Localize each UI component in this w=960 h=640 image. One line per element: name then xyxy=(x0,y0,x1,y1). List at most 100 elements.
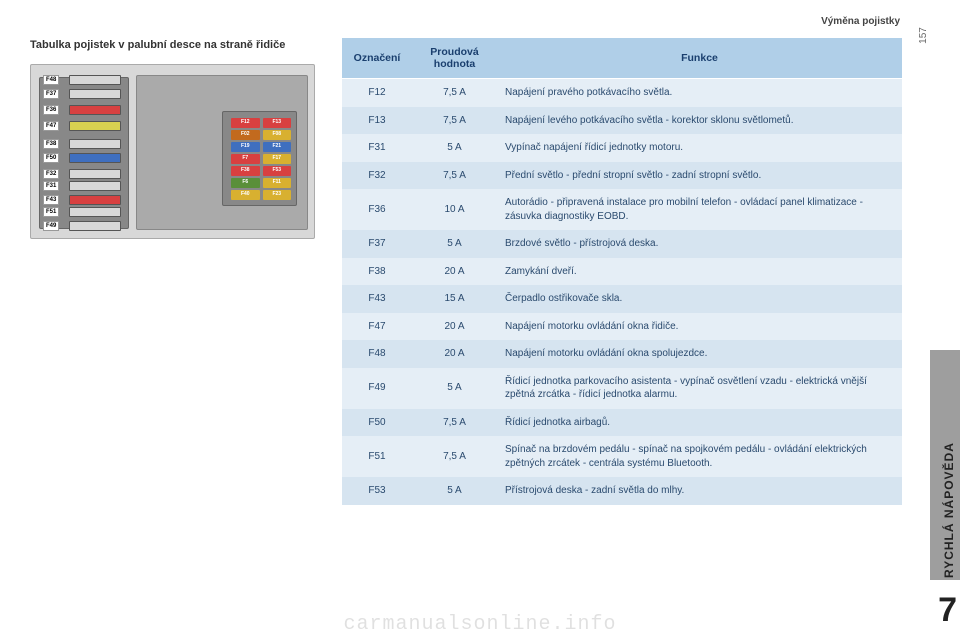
fusebox-right-panel: F12F13F02F08F19F21F7F17F38F53F6F11F40F23 xyxy=(136,75,308,230)
fuse-table: Označení Proudová hodnota Funkce F127,5 … xyxy=(342,38,902,505)
cell-fuse-id: F49 xyxy=(342,368,412,409)
cell-fuse-id: F51 xyxy=(342,436,412,477)
page-number: 157 xyxy=(918,27,929,44)
cell-fuse-rating: 20 A xyxy=(412,258,497,286)
cell-fuse-id: F43 xyxy=(342,285,412,313)
fuse-pair: F12F13 xyxy=(231,118,291,128)
col-header-function: Funkce xyxy=(497,38,902,79)
fuse-cell: F21 xyxy=(263,142,292,152)
cell-fuse-rating: 20 A xyxy=(412,313,497,341)
cell-fuse-function: Spínač na brzdovém pedálu - spínač na sp… xyxy=(497,436,902,477)
fuse-pair: F7F17 xyxy=(231,154,291,164)
cell-fuse-id: F13 xyxy=(342,107,412,135)
fuse-pair: F38F53 xyxy=(231,166,291,176)
fuse-cell: F19 xyxy=(231,142,260,152)
side-tab-text: RYCHLÁ NÁPOVĚDA xyxy=(942,353,956,578)
table-row: F327,5 APřední světlo - přední stropní s… xyxy=(342,162,902,190)
cell-fuse-function: Brzdové světlo - přístrojová deska. xyxy=(497,230,902,258)
cell-fuse-rating: 10 A xyxy=(412,189,497,230)
col-header-id: Označení xyxy=(342,38,412,79)
fuse-cell: F23 xyxy=(263,190,292,200)
fuse-cell: F08 xyxy=(263,130,292,140)
fuse-label: F36 xyxy=(43,105,59,115)
fuse-bar xyxy=(69,181,121,191)
page: Výměna pojistky 157 Tabulka pojistek v p… xyxy=(0,0,960,640)
table-row: F127,5 ANapájení pravého potkávacího svě… xyxy=(342,79,902,107)
cell-fuse-function: Řídicí jednotka airbagů. xyxy=(497,409,902,437)
cell-fuse-function: Napájení motorku ovládání okna spolujezd… xyxy=(497,340,902,368)
cell-fuse-rating: 7,5 A xyxy=(412,79,497,107)
fuse-cell: F11 xyxy=(263,178,292,188)
table-row: F375 ABrzdové světlo - přístrojová deska… xyxy=(342,230,902,258)
fuse-label: F51 xyxy=(43,207,59,217)
table-body: F127,5 ANapájení pravého potkávacího svě… xyxy=(342,79,902,505)
fuse-label: F49 xyxy=(43,221,59,231)
cell-fuse-id: F50 xyxy=(342,409,412,437)
cell-fuse-id: F36 xyxy=(342,189,412,230)
fuse-bar xyxy=(69,105,121,115)
cell-fuse-rating: 7,5 A xyxy=(412,409,497,437)
table-row: F4720 ANapájení motorku ovládání okna ři… xyxy=(342,313,902,341)
cell-fuse-rating: 20 A xyxy=(412,340,497,368)
cell-fuse-rating: 7,5 A xyxy=(412,162,497,190)
table-row: F137,5 ANapájení levého potkávacího svět… xyxy=(342,107,902,135)
cell-fuse-id: F12 xyxy=(342,79,412,107)
table-row: F3820 AZamykání dveří. xyxy=(342,258,902,286)
fuse-bar xyxy=(69,139,121,149)
table-row: F507,5 AŘídicí jednotka airbagů. xyxy=(342,409,902,437)
cell-fuse-function: Řídicí jednotka parkovacího asistenta - … xyxy=(497,368,902,409)
table-row: F517,5 ASpínač na brzdovém pedálu - spín… xyxy=(342,436,902,477)
cell-fuse-id: F32 xyxy=(342,162,412,190)
table-header-row: Označení Proudová hodnota Funkce xyxy=(342,38,902,79)
cell-fuse-id: F47 xyxy=(342,313,412,341)
cell-fuse-rating: 5 A xyxy=(412,368,497,409)
fuse-label: F50 xyxy=(43,153,59,163)
fuse-bar xyxy=(69,195,121,205)
fuse-label: F48 xyxy=(43,75,59,85)
fuse-pair: F02F08 xyxy=(231,130,291,140)
fuse-cell: F6 xyxy=(231,178,260,188)
fuse-bar xyxy=(69,169,121,179)
cell-fuse-rating: 15 A xyxy=(412,285,497,313)
cell-fuse-id: F31 xyxy=(342,134,412,162)
watermark: carmanualsonline.info xyxy=(343,613,616,636)
fuse-label: F43 xyxy=(43,195,59,205)
table-row: F4820 ANapájení motorku ovládání okna sp… xyxy=(342,340,902,368)
cell-fuse-id: F38 xyxy=(342,258,412,286)
cell-fuse-function: Zamykání dveří. xyxy=(497,258,902,286)
fuse-label: F38 xyxy=(43,139,59,149)
fuse-bar xyxy=(69,207,121,217)
fuse-bar xyxy=(69,221,121,231)
table-row: F315 AVypínač napájení řídicí jednotky m… xyxy=(342,134,902,162)
fusebox-inner-block: F12F13F02F08F19F21F7F17F38F53F6F11F40F23 xyxy=(222,111,297,206)
cell-fuse-rating: 5 A xyxy=(412,230,497,258)
fuse-cell: F02 xyxy=(231,130,260,140)
fuse-label: F37 xyxy=(43,89,59,99)
fuse-label: F47 xyxy=(43,121,59,131)
chapter-number: 7 xyxy=(938,591,957,630)
cell-fuse-rating: 7,5 A xyxy=(412,436,497,477)
cell-fuse-id: F53 xyxy=(342,477,412,505)
cell-fuse-id: F48 xyxy=(342,340,412,368)
fuse-cell: F7 xyxy=(231,154,260,164)
fuse-pair: F40F23 xyxy=(231,190,291,200)
fuse-pair: F6F11 xyxy=(231,178,291,188)
fuse-bar xyxy=(69,121,121,131)
fuse-label: F31 xyxy=(43,181,59,191)
fuse-cell: F53 xyxy=(263,166,292,176)
fuse-cell: F38 xyxy=(231,166,260,176)
cell-fuse-function: Autorádio - připravená instalace pro mob… xyxy=(497,189,902,230)
cell-fuse-function: Napájení motorku ovládání okna řidiče. xyxy=(497,313,902,341)
fuse-bar xyxy=(69,153,121,163)
cell-fuse-function: Napájení levého potkávacího světla - kor… xyxy=(497,107,902,135)
fuse-cell: F12 xyxy=(231,118,260,128)
cell-fuse-id: F37 xyxy=(342,230,412,258)
section-title: Výměna pojistky xyxy=(821,16,900,27)
cell-fuse-function: Napájení pravého potkávacího světla. xyxy=(497,79,902,107)
fuse-cell: F17 xyxy=(263,154,292,164)
cell-fuse-function: Čerpadlo ostřikovače skla. xyxy=(497,285,902,313)
cell-fuse-rating: 7,5 A xyxy=(412,107,497,135)
table-row: F3610 AAutorádio - připravená instalace … xyxy=(342,189,902,230)
left-title: Tabulka pojistek v palubní desce na stra… xyxy=(30,38,330,52)
fuse-cell: F13 xyxy=(263,118,292,128)
